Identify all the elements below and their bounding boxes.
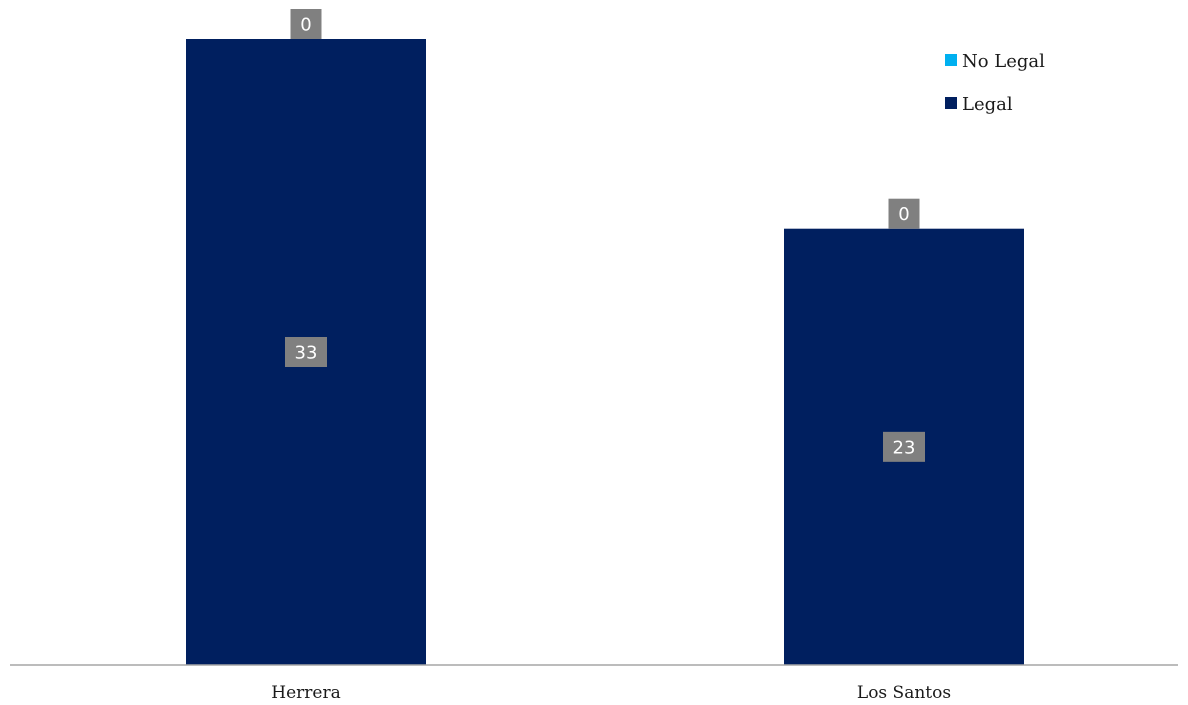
- category-label: Los Santos: [857, 683, 951, 703]
- category-labels-group: Herrera Los Santos: [271, 683, 951, 703]
- legend: No Legal Legal: [945, 51, 1045, 115]
- data-label-legal-box: [285, 337, 327, 367]
- data-label-no-legal: 0: [888, 198, 920, 229]
- data-label-no-legal-text: 0: [300, 15, 311, 36]
- data-label-legal-box: [883, 431, 925, 462]
- data-label-no-legal-box: [290, 9, 322, 39]
- data-label-legal: 23: [883, 431, 925, 462]
- data-label-legal-text: 23: [893, 437, 916, 458]
- data-label-no-legal: 0: [290, 9, 322, 39]
- data-label-legal: 33: [285, 337, 327, 367]
- data-label-no-legal-box: [888, 198, 920, 229]
- data-labels-group: 33 0 23 0: [285, 9, 925, 462]
- legend-label-legal: Legal: [962, 94, 1013, 115]
- legend-swatch-no-legal: [945, 54, 957, 66]
- data-label-legal-text: 33: [295, 343, 318, 364]
- category-label: Herrera: [271, 683, 340, 703]
- legend-swatch-legal: [945, 97, 957, 109]
- legend-label-no-legal: No Legal: [962, 51, 1045, 72]
- data-label-no-legal-text: 0: [898, 204, 909, 225]
